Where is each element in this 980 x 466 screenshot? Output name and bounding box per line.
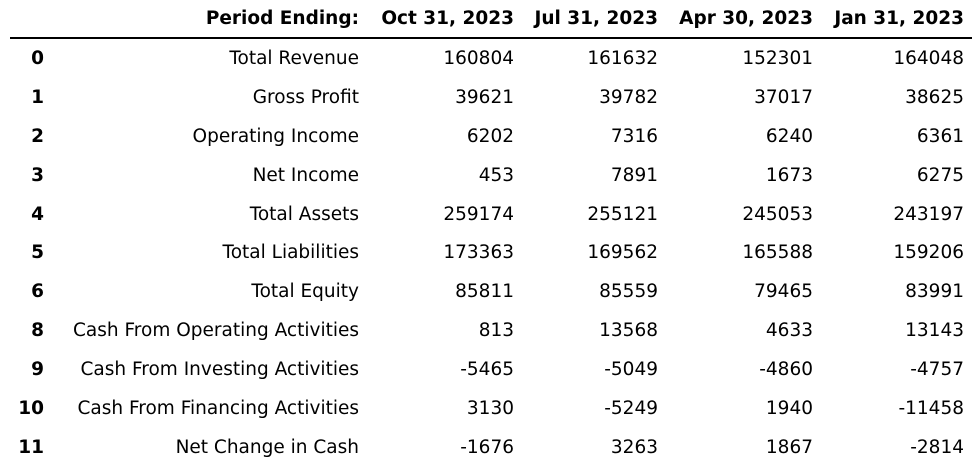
header-oct-2023: Oct 31, 2023 xyxy=(367,0,522,39)
row-index-cell: 3 xyxy=(31,164,44,186)
table-row: 11 Net Change in Cash -1676 3263 1867 -2814 xyxy=(10,427,972,466)
row-index-cell: 5 xyxy=(31,242,44,264)
value-cell-jan-2023: -11458 xyxy=(898,397,964,419)
value-cell-oct-2023: 173363 xyxy=(443,242,514,264)
value-cell-jul-2023: 13568 xyxy=(599,320,658,342)
row-label-cell: Total Liabilities xyxy=(222,242,359,264)
value-cell-jan-2023: 164048 xyxy=(893,48,964,70)
row-label-cell: Gross Profit xyxy=(252,86,359,108)
header-period-ending: Period Ending: xyxy=(52,0,367,39)
value-cell-apr-2023: -4860 xyxy=(759,359,813,381)
header-apr-2023: Apr 30, 2023 xyxy=(666,0,821,39)
value-cell-jul-2023: 39782 xyxy=(599,86,658,108)
value-cell-jan-2023: -4757 xyxy=(910,359,964,381)
table-row: 6 Total Equity 85811 85559 79465 83991 xyxy=(10,271,972,310)
value-cell-oct-2023: 813 xyxy=(478,320,514,342)
financial-summary-table: Period Ending: Oct 31, 2023 Jul 31, 2023… xyxy=(10,0,972,466)
value-cell-oct-2023: -5465 xyxy=(460,359,514,381)
value-cell-apr-2023: 37017 xyxy=(754,86,813,108)
value-cell-oct-2023: 3130 xyxy=(466,397,514,419)
value-cell-jul-2023: 7891 xyxy=(610,164,658,186)
header-index-cell xyxy=(10,0,52,39)
value-cell-oct-2023: 259174 xyxy=(443,203,514,225)
row-index-cell: 8 xyxy=(31,320,44,342)
value-cell-apr-2023: 152301 xyxy=(742,48,813,70)
row-index-cell: 9 xyxy=(31,359,44,381)
table-row: 4 Total Assets 259174 255121 245053 243197 xyxy=(10,194,972,233)
header-jul-2023: Jul 31, 2023 xyxy=(522,0,666,39)
value-cell-jul-2023: 161632 xyxy=(587,48,658,70)
value-cell-jul-2023: 3263 xyxy=(610,436,658,458)
table-header-row: Period Ending: Oct 31, 2023 Jul 31, 2023… xyxy=(10,0,972,39)
table-row: 5 Total Liabilities 173363 169562 165588 1592… xyxy=(10,232,972,271)
row-index-cell: 2 xyxy=(31,125,44,147)
value-cell-apr-2023: 4633 xyxy=(765,320,813,342)
row-label-cell: Net Income xyxy=(252,164,359,186)
row-label-cell: Total Revenue xyxy=(229,48,359,70)
table-row: 10 Cash From Financing Activities 3130 -524… xyxy=(10,388,972,427)
value-cell-jan-2023: 13143 xyxy=(905,320,964,342)
row-label-cell: Cash From Investing Activities xyxy=(80,359,359,381)
row-index-cell: 4 xyxy=(31,203,44,225)
value-cell-apr-2023: 165588 xyxy=(742,242,813,264)
value-cell-jan-2023: 38625 xyxy=(905,86,964,108)
row-label-cell: Total Assets xyxy=(249,203,359,225)
table-row: 2 Operating Income 6202 7316 6240 6361 xyxy=(10,116,972,155)
value-cell-apr-2023: 1867 xyxy=(765,436,813,458)
value-cell-jan-2023: -2814 xyxy=(910,436,964,458)
table-body: 0 Total Revenue 160804 161632 152301 164048 1 G… xyxy=(10,38,972,466)
value-cell-apr-2023: 79465 xyxy=(754,281,813,303)
table-row: 9 Cash From Investing Activities -5465 -504… xyxy=(10,349,972,388)
value-cell-oct-2023: 6202 xyxy=(466,125,514,147)
value-cell-apr-2023: 245053 xyxy=(742,203,813,225)
row-index-cell: 1 xyxy=(31,86,44,108)
value-cell-jan-2023: 83991 xyxy=(905,281,964,303)
value-cell-jan-2023: 243197 xyxy=(893,203,964,225)
table-row: 8 Cash From Operating Activities 813 13568 4… xyxy=(10,310,972,349)
value-cell-oct-2023: 85811 xyxy=(455,281,514,303)
value-cell-jul-2023: -5249 xyxy=(604,397,658,419)
row-index-cell: 6 xyxy=(31,281,44,303)
value-cell-jul-2023: -5049 xyxy=(604,359,658,381)
row-label-cell: Total Equity xyxy=(251,281,359,303)
value-cell-jan-2023: 6275 xyxy=(916,164,964,186)
value-cell-apr-2023: 6240 xyxy=(765,125,813,147)
row-index-cell: 10 xyxy=(18,397,44,419)
value-cell-oct-2023: -1676 xyxy=(460,436,514,458)
row-label-cell: Operating Income xyxy=(192,125,359,147)
row-index-cell: 0 xyxy=(31,48,44,70)
row-label-cell: Cash From Operating Activities xyxy=(73,320,359,342)
row-label-cell: Net Change in Cash xyxy=(175,436,359,458)
row-index-cell: 11 xyxy=(18,436,44,458)
value-cell-jul-2023: 7316 xyxy=(610,125,658,147)
value-cell-jan-2023: 159206 xyxy=(893,242,964,264)
value-cell-jul-2023: 169562 xyxy=(587,242,658,264)
table-row: 0 Total Revenue 160804 161632 152301 164048 xyxy=(10,38,972,77)
value-cell-jul-2023: 255121 xyxy=(587,203,658,225)
value-cell-oct-2023: 453 xyxy=(478,164,514,186)
value-cell-jul-2023: 85559 xyxy=(599,281,658,303)
table-row: 1 Gross Profit 39621 39782 37017 38625 xyxy=(10,77,972,116)
table-row: 3 Net Income 453 7891 1673 6275 xyxy=(10,155,972,194)
value-cell-jan-2023: 6361 xyxy=(916,125,964,147)
row-label-cell: Cash From Financing Activities xyxy=(77,397,360,419)
value-cell-oct-2023: 39621 xyxy=(455,86,514,108)
value-cell-apr-2023: 1673 xyxy=(765,164,813,186)
header-jan-2023: Jan 31, 2023 xyxy=(821,0,972,39)
value-cell-oct-2023: 160804 xyxy=(443,48,514,70)
value-cell-apr-2023: 1940 xyxy=(765,397,813,419)
